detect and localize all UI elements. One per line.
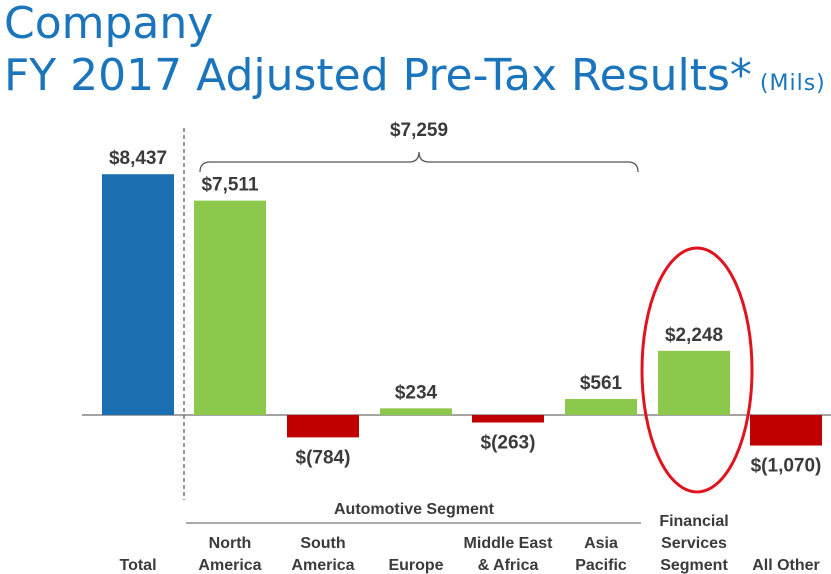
bar-0 — [102, 174, 174, 415]
bar-7 — [750, 415, 822, 446]
value-label-1: $7,511 — [201, 175, 258, 196]
bar-3 — [380, 408, 452, 415]
value-label-6: $2,248 — [665, 325, 723, 346]
value-label-4: $(263) — [481, 433, 536, 454]
title-line-1: Company — [4, 0, 214, 49]
category-label-6: Financial Services Segment — [659, 513, 728, 574]
bar-2 — [287, 415, 359, 438]
value-label-0: $8,437 — [109, 148, 167, 169]
value-label-5: $561 — [580, 373, 623, 394]
bar-1 — [194, 200, 266, 415]
bar-4 — [472, 415, 544, 423]
title-main: FY 2017 Adjusted Pre-Tax Results* — [4, 50, 752, 101]
category-label-1: North America — [198, 535, 261, 574]
automotive-bracket — [199, 151, 639, 173]
bar-5 — [565, 398, 637, 415]
category-label-5: Asia Pacific — [575, 535, 627, 574]
title-line-2: FY 2017 Adjusted Pre-Tax Results* (Mils) — [4, 50, 826, 101]
value-label-3: $234 — [395, 382, 438, 403]
value-label-2: $(784) — [296, 447, 351, 468]
category-label-0: Total — [119, 557, 156, 574]
category-label-4: Middle East & Africa — [464, 535, 554, 574]
units-label: (Mils) — [759, 71, 826, 96]
bracket-total-label: $7,259 — [390, 120, 448, 141]
category-label-3: Europe — [388, 557, 443, 574]
group-label-automotive: Automotive Segment — [334, 501, 495, 518]
category-label-2: South America — [291, 535, 354, 574]
value-label-7: $(1,070) — [751, 456, 822, 477]
highlight-circle — [640, 246, 754, 494]
category-label-7: All Other — [752, 557, 820, 574]
bar-6 — [658, 350, 730, 415]
